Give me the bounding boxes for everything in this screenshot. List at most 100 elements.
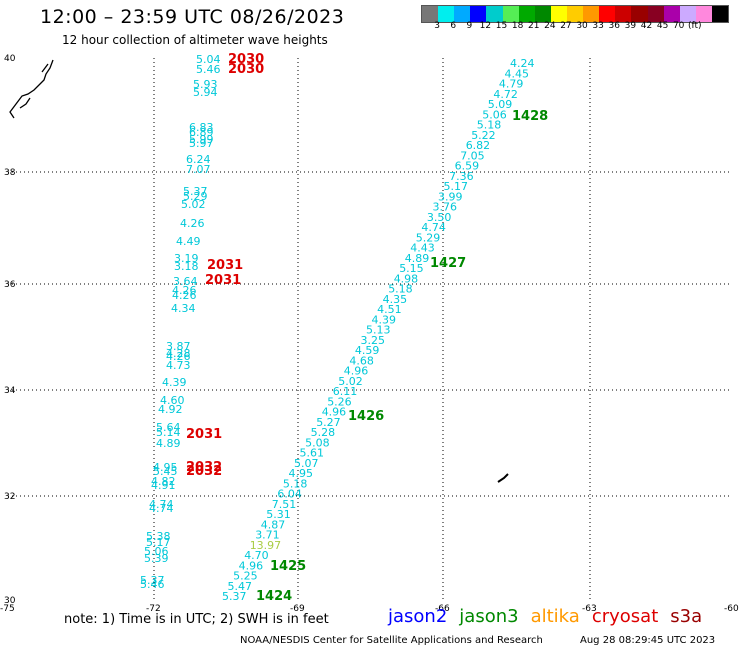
swh-value: 4.79 bbox=[499, 78, 524, 91]
time-label: 2030 bbox=[228, 62, 264, 77]
time-label: 1425 bbox=[270, 559, 306, 574]
legend-swatch bbox=[599, 6, 616, 22]
lat-label: 36 bbox=[4, 280, 16, 290]
swh-value: 4.95 bbox=[289, 467, 314, 480]
swh-value: 5.06 bbox=[482, 108, 507, 121]
legend-swatch bbox=[454, 6, 471, 22]
time-label: 2031 bbox=[207, 258, 243, 273]
swh-value: 5.08 bbox=[305, 436, 330, 449]
map-grid bbox=[8, 58, 732, 600]
swh-value: 6.82 bbox=[466, 139, 491, 152]
swh-value: 13.97 bbox=[250, 539, 282, 552]
swh-value: 5.37 bbox=[222, 590, 247, 603]
legend-swatch bbox=[583, 6, 600, 22]
swh-value: 5.26 bbox=[327, 395, 352, 408]
legend-label: 70 bbox=[672, 21, 685, 31]
swh-value: 5.29 bbox=[183, 190, 208, 203]
swh-value: 4.96 bbox=[239, 559, 264, 572]
swh-value: 5.99 bbox=[189, 133, 214, 146]
lon-label: -60 bbox=[724, 604, 739, 614]
legend-label: 24 bbox=[544, 21, 556, 31]
swh-value: 3.87 bbox=[166, 340, 191, 353]
swh-value: 4.49 bbox=[176, 235, 201, 248]
swh-value: 3.19 bbox=[174, 252, 199, 265]
swh-value: 5.46 bbox=[140, 578, 165, 591]
swh-value: 5.39 bbox=[144, 552, 169, 565]
swh-value: 5.27 bbox=[316, 416, 341, 429]
legend-label: 15 bbox=[495, 21, 508, 31]
lon-label: -75 bbox=[0, 604, 15, 614]
swh-value: 5.31 bbox=[266, 508, 291, 521]
swh-value: 4.60 bbox=[160, 394, 185, 407]
swh-value: 6.59 bbox=[455, 160, 480, 173]
swh-value: 3.18 bbox=[174, 260, 199, 273]
legend-labels: 3 6 9 12 15 18 21 24 27 30 33 36 39 42 45 70 (ft) bbox=[421, 21, 727, 33]
swh-value: 6.11 bbox=[333, 385, 358, 398]
swh-value: 5.47 bbox=[228, 580, 253, 593]
swh-value: 4.89 bbox=[156, 437, 181, 450]
swh-value: 3.76 bbox=[433, 201, 458, 214]
legend-swatch bbox=[486, 6, 503, 22]
legend-label: 39 bbox=[624, 21, 637, 31]
lon-label: -69 bbox=[290, 604, 305, 614]
lat-label: 38 bbox=[4, 168, 16, 178]
map-title: 12:00 – 23:59 UTC 08/26/2023 bbox=[40, 6, 345, 28]
color-legend bbox=[421, 5, 729, 23]
swh-value: 5.38 bbox=[146, 530, 171, 543]
swh-value: 4.73 bbox=[166, 359, 191, 372]
coastline-north bbox=[9, 59, 54, 119]
legend-swatch bbox=[695, 6, 712, 22]
swh-value: 4.87 bbox=[261, 518, 286, 531]
legend-swatch bbox=[566, 6, 584, 22]
time-label: 1424 bbox=[256, 589, 292, 604]
swh-value: 5.18 bbox=[388, 283, 413, 296]
swh-value: 5.37 bbox=[183, 185, 208, 198]
swh-value: 4.72 bbox=[493, 88, 518, 101]
swh-value: 3.99 bbox=[438, 190, 463, 203]
swh-value: 7.51 bbox=[272, 498, 297, 511]
swh-value: 5.64 bbox=[156, 421, 181, 434]
timestamp: Aug 28 08:29:45 UTC 2023 bbox=[580, 635, 716, 646]
legend-label: 6 bbox=[450, 21, 457, 31]
legend-label: 9 bbox=[466, 21, 473, 31]
lat-label: 34 bbox=[4, 386, 16, 396]
swh-value: 5.46 bbox=[196, 63, 221, 76]
swh-value: 4.59 bbox=[355, 344, 380, 357]
swh-value: 5.61 bbox=[300, 447, 325, 460]
swh-value: 4.98 bbox=[394, 272, 419, 285]
swh-value: 5.18 bbox=[283, 477, 308, 490]
legend-swatch bbox=[631, 6, 648, 22]
legend-label: 18 bbox=[511, 21, 524, 31]
swh-value: 4.70 bbox=[244, 549, 269, 562]
lat-label: 30 bbox=[4, 596, 16, 606]
legend-swatch bbox=[422, 6, 439, 22]
swh-value: 3.71 bbox=[255, 529, 280, 542]
footnote: note: 1) Time is in UTC; 2) SWH is in fe… bbox=[64, 612, 329, 627]
swh-value: 4.28 bbox=[166, 347, 191, 360]
swh-value: 4.26 bbox=[172, 289, 197, 302]
swh-value: 4.91 bbox=[151, 479, 176, 492]
swh-value: 3.64 bbox=[173, 275, 198, 288]
swh-value: 3.50 bbox=[427, 211, 452, 224]
legend-label: 36 bbox=[608, 21, 620, 31]
satellite-name: jason2 bbox=[388, 606, 448, 627]
legend-label: 30 bbox=[576, 21, 588, 31]
swh-value: 5.14 bbox=[156, 426, 181, 439]
swh-value: 4.74 bbox=[149, 502, 174, 515]
swh-value: 3.25 bbox=[361, 334, 386, 347]
swh-value: 5.28 bbox=[311, 426, 336, 439]
swh-value: 4.34 bbox=[171, 302, 196, 315]
swh-value: 5.97 bbox=[189, 137, 214, 150]
swh-value: 5.93 bbox=[193, 78, 218, 91]
swh-value: 4.95 bbox=[153, 461, 178, 474]
legend-label: (ft) bbox=[688, 21, 702, 31]
swh-value: 5.09 bbox=[488, 98, 513, 111]
swh-value: 4.92 bbox=[158, 403, 183, 416]
swh-value: 5.25 bbox=[233, 570, 258, 583]
swh-value: 5.45 bbox=[153, 465, 178, 478]
swh-value: 5.94 bbox=[193, 86, 218, 99]
swh-value: 4.45 bbox=[505, 67, 530, 80]
legend-swatch bbox=[502, 6, 519, 22]
island bbox=[497, 473, 509, 483]
legend-swatch bbox=[438, 6, 455, 22]
